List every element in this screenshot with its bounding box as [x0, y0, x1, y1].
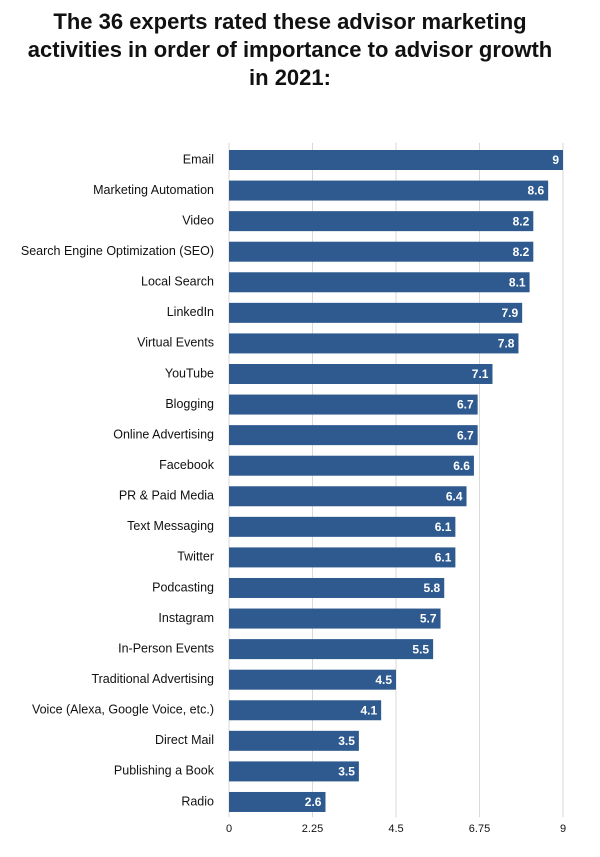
- y-tick-label: PR & Paid Media: [119, 489, 214, 503]
- bar: [229, 791, 326, 812]
- value-label: 5.7: [420, 612, 437, 626]
- value-label: 8.2: [513, 214, 530, 228]
- y-tick-label: Radio: [181, 794, 214, 808]
- value-label: 6.4: [446, 489, 463, 503]
- x-tick-label: 6.75: [469, 823, 490, 835]
- y-tick-label: Facebook: [159, 458, 215, 472]
- bar: [229, 394, 478, 415]
- value-label: 5.5: [412, 642, 429, 656]
- value-label: 3.5: [338, 734, 355, 748]
- value-label: 4.5: [375, 673, 392, 687]
- y-tick-label: Marketing Automation: [93, 183, 214, 197]
- y-tick-label: Virtual Events: [137, 336, 214, 350]
- y-tick-label: Video: [182, 213, 214, 227]
- bar: [229, 669, 396, 690]
- value-label: 9: [552, 153, 559, 167]
- y-tick-label: Blogging: [165, 397, 214, 411]
- value-label: 4.1: [360, 703, 377, 717]
- x-tick-label: 2.25: [302, 823, 323, 835]
- bar: [229, 486, 467, 507]
- x-tick-label: 4.5: [388, 823, 403, 835]
- y-tick-label: LinkedIn: [167, 305, 214, 319]
- value-label: 6.6: [453, 459, 470, 473]
- y-tick-label: Voice (Alexa, Google Voice, etc.): [32, 703, 214, 717]
- bar: [229, 730, 359, 751]
- x-tick-label: 9: [560, 823, 566, 835]
- y-tick-label: Instagram: [158, 611, 214, 625]
- y-tick-label: Search Engine Optimization (SEO): [21, 244, 214, 258]
- bar: [229, 211, 534, 232]
- bar: [229, 363, 493, 384]
- y-tick-label: In-Person Events: [118, 641, 214, 655]
- bar: [229, 333, 519, 354]
- y-tick-label: Twitter: [177, 550, 214, 564]
- y-tick-label: Traditional Advertising: [91, 672, 214, 686]
- y-tick-label: Direct Mail: [155, 733, 214, 747]
- bar: [229, 700, 382, 721]
- bar: [229, 516, 456, 537]
- bar: [229, 241, 534, 262]
- value-label: 7.1: [472, 367, 489, 381]
- value-label: 6.1: [435, 551, 452, 565]
- value-label: 6.1: [435, 520, 452, 534]
- value-label: 8.6: [527, 184, 544, 198]
- value-label: 5.8: [424, 581, 441, 595]
- y-tick-label: Publishing a Book: [114, 764, 215, 778]
- x-tick-label: 0: [226, 823, 232, 835]
- bar: [229, 180, 549, 201]
- bar: [229, 302, 523, 323]
- bar: [229, 577, 445, 598]
- bar: [229, 761, 359, 782]
- bar: [229, 639, 434, 660]
- y-tick-label: Email: [183, 152, 214, 166]
- value-label: 3.5: [338, 765, 355, 779]
- y-tick-label: Online Advertising: [113, 427, 214, 441]
- value-label: 6.7: [457, 398, 474, 412]
- value-label: 2.6: [305, 795, 322, 809]
- y-tick-label: Local Search: [141, 275, 214, 289]
- value-label: 7.8: [498, 337, 515, 351]
- bar: [229, 547, 456, 568]
- y-tick-label: Podcasting: [152, 580, 214, 594]
- bar: [229, 608, 441, 629]
- bar: [229, 150, 563, 170]
- value-label: 8.2: [513, 245, 530, 259]
- value-label: 7.9: [501, 306, 518, 320]
- bar: [229, 272, 530, 293]
- bar: [229, 455, 474, 476]
- value-label: 8.1: [509, 275, 526, 289]
- y-tick-label: YouTube: [165, 366, 214, 380]
- chart-title: The 36 experts rated these advisor marke…: [27, 9, 553, 90]
- value-label: 6.7: [457, 428, 474, 442]
- y-tick-label: Text Messaging: [127, 519, 214, 533]
- bar: [229, 425, 478, 446]
